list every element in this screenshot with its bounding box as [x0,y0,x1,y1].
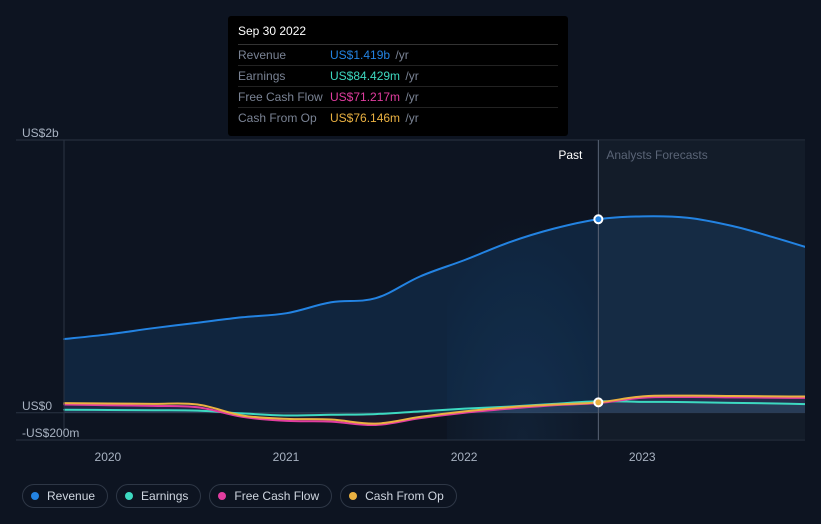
tooltip-suffix: /yr [402,111,419,125]
legend-dot-icon [349,492,357,500]
legend-label: Revenue [47,489,95,503]
x-axis-tick-label: 2022 [451,450,478,464]
tooltip-suffix: /yr [392,48,409,62]
legend-dot-icon [218,492,226,500]
y-axis-tick-label: -US$200m [22,426,79,440]
legend-label: Cash From Op [365,489,444,503]
tooltip-suffix: /yr [402,69,419,83]
legend-item-fcf[interactable]: Free Cash Flow [209,484,332,508]
legend-dot-icon [125,492,133,500]
tooltip-label: Earnings [238,69,330,83]
tooltip-value: US$1.419b [330,48,390,62]
y-axis-tick-label: US$0 [22,399,52,413]
legend-item-cfo[interactable]: Cash From Op [340,484,457,508]
forecast-region-label: Analysts Forecasts [606,148,707,162]
legend-label: Earnings [141,489,188,503]
tooltip-value: US$76.146m [330,111,400,125]
legend-dot-icon [31,492,39,500]
tooltip-label: Revenue [238,48,330,62]
tooltip-label: Cash From Op [238,111,330,125]
chart-tooltip: Sep 30 2022 RevenueUS$1.419b /yrEarnings… [228,16,568,136]
legend-item-earnings[interactable]: Earnings [116,484,201,508]
tooltip-row: Free Cash FlowUS$71.217m /yr [238,87,558,108]
legend-label: Free Cash Flow [234,489,319,503]
tooltip-date: Sep 30 2022 [238,24,558,45]
tooltip-row: EarningsUS$84.429m /yr [238,66,558,87]
tooltip-row: RevenueUS$1.419b /yr [238,45,558,66]
x-axis-tick-label: 2020 [95,450,122,464]
chart-legend: Revenue Earnings Free Cash Flow Cash From O… [22,484,457,508]
tooltip-label: Free Cash Flow [238,90,330,104]
x-axis-tick-label: 2023 [629,450,656,464]
tooltip-value: US$71.217m [330,90,400,104]
y-axis-tick-label: US$2b [22,126,59,140]
legend-item-revenue[interactable]: Revenue [22,484,108,508]
tooltip-row: Cash From OpUS$76.146m /yr [238,108,558,128]
past-region-label: Past [558,148,582,162]
tooltip-value: US$84.429m [330,69,400,83]
tooltip-suffix: /yr [402,90,419,104]
x-axis-tick-label: 2021 [273,450,300,464]
